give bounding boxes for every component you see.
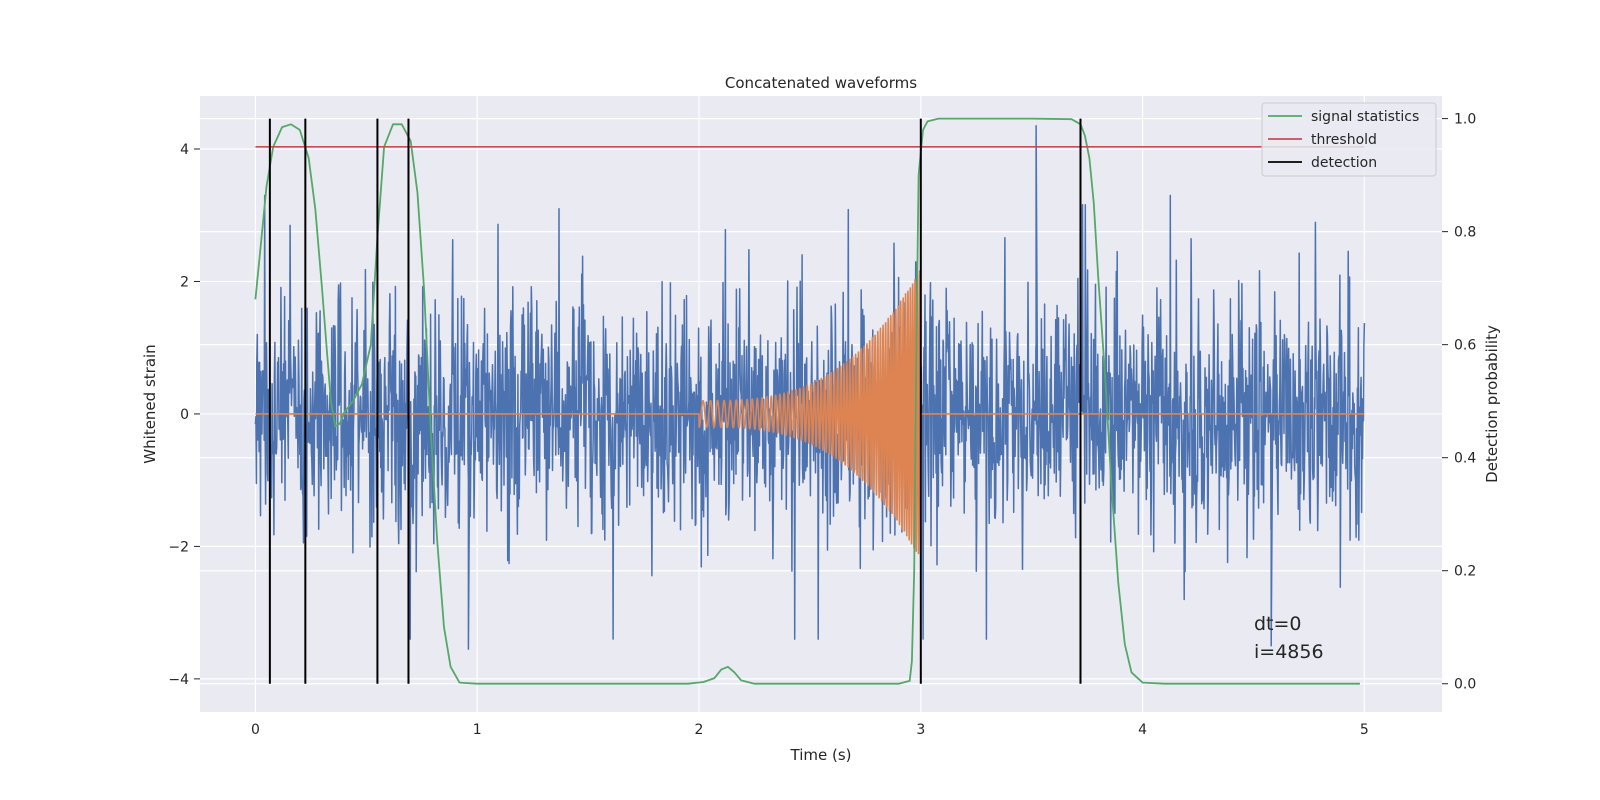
- legend-label-signal-statistics: signal statistics: [1311, 109, 1419, 125]
- plot-area: [254, 117, 1366, 685]
- x-tick-label: 3: [916, 722, 925, 738]
- y-tick-label: 4: [180, 142, 189, 158]
- x-tick-label: 5: [1360, 722, 1369, 738]
- series-signal-statistics-line: [254, 117, 1360, 685]
- y2-tick-label: 0.6: [1454, 338, 1476, 354]
- legend: signal statistics threshold detection: [1261, 102, 1437, 177]
- y-tick-label: −2: [168, 539, 189, 555]
- x-tick-label: 2: [695, 722, 704, 738]
- y-axis-ticks: −4 −2 0 2 4: [168, 142, 200, 688]
- series-chirp-line: [255, 270, 1365, 561]
- y2-tick-label: 0.4: [1454, 451, 1476, 467]
- y2-tick-label: 0.2: [1454, 564, 1476, 580]
- y-tick-label: 0: [180, 407, 189, 423]
- y-tick-label: 2: [180, 274, 189, 290]
- series-detection-lines: [268, 118, 1082, 684]
- y-axis-label: Whitened strain: [141, 344, 159, 463]
- y2-tick-label: 0.0: [1454, 677, 1476, 693]
- legend-box: [1261, 102, 1437, 177]
- legend-label-threshold: threshold: [1311, 132, 1377, 148]
- x-tick-label: 1: [473, 722, 482, 738]
- annotation-dt: dt=0: [1254, 613, 1302, 635]
- y2-tick-label: 1.0: [1454, 112, 1476, 128]
- x-axis-label: Time (s): [790, 746, 852, 764]
- x-tick-label: 0: [251, 722, 260, 738]
- annotation-i: i=4856: [1254, 641, 1324, 663]
- legend-label-detection: detection: [1311, 155, 1377, 171]
- x-axis-ticks: 0 1 2 3 4 5: [251, 722, 1369, 738]
- chart-title: Concatenated waveforms: [725, 74, 917, 92]
- y2-axis-ticks: 0.0 0.2 0.4 0.6 0.8 1.0: [1442, 112, 1476, 693]
- y2-axis-label: Detection probability: [1483, 325, 1501, 483]
- y-tick-label: −4: [168, 672, 189, 688]
- annotation: dt=0 i=4856: [1254, 613, 1324, 663]
- y2-tick-label: 0.8: [1454, 225, 1476, 241]
- x-tick-label: 4: [1138, 722, 1147, 738]
